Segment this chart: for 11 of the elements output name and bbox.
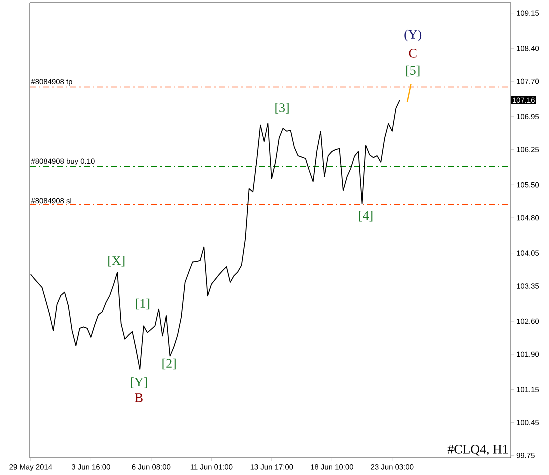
- annotation: (Y): [404, 30, 422, 42]
- text: #CLQ4, H1: [448, 445, 508, 456]
- annotation: [4]: [359, 211, 373, 222]
- annotation: C: [409, 49, 417, 58]
- annotation: [Y]: [131, 378, 148, 388]
- annotation: B: [135, 394, 143, 402]
- annotation: [2]: [162, 358, 176, 370]
- annotation: [5]: [406, 66, 420, 77]
- annotation: [X]: [108, 256, 125, 267]
- annotation: [1]: [136, 298, 150, 310]
- annotation: [3]: [276, 103, 289, 114]
